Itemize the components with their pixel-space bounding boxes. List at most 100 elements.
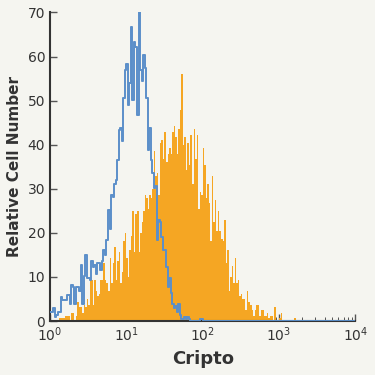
Bar [204,165,206,321]
Bar [116,280,117,321]
Bar [125,233,126,321]
Bar [151,198,152,321]
Bar [200,192,201,321]
Bar [94,280,96,321]
Bar [61,318,62,321]
Bar [207,184,209,321]
Bar [87,299,88,321]
Bar [218,211,219,321]
Bar [183,146,184,321]
Bar [166,162,168,321]
Bar [146,198,148,321]
Bar [238,280,239,321]
Bar [163,159,165,321]
Bar [242,299,244,321]
Bar [85,308,87,321]
Bar [194,129,195,321]
Bar [233,283,235,321]
Bar [108,291,109,321]
Bar [256,304,258,321]
Bar [114,247,116,321]
Bar [81,308,82,321]
Bar [196,135,198,321]
Bar [232,266,233,321]
Bar [184,137,186,321]
Bar [174,126,175,321]
Bar [128,277,129,321]
Bar [210,242,212,321]
Bar [119,252,120,321]
Bar [149,195,151,321]
Bar [188,143,189,321]
Bar [201,195,202,321]
Bar [192,184,194,321]
Bar [258,304,259,321]
Bar [213,222,215,321]
Bar [88,304,90,321]
Bar [105,280,106,321]
Bar [110,258,111,321]
Bar [157,173,158,321]
Bar [253,315,255,321]
Bar [261,310,262,321]
Bar [102,280,104,321]
Bar [255,310,256,321]
Bar [189,165,190,321]
Bar [73,313,74,321]
Bar [252,310,253,321]
Bar [104,263,105,321]
Bar [272,315,273,321]
Bar [62,318,64,321]
Bar [230,277,232,321]
Bar [274,308,276,321]
Bar [64,318,65,321]
Bar [106,283,108,321]
Bar [135,214,137,321]
Bar [202,148,204,321]
Bar [67,315,68,321]
Bar [154,151,155,321]
Bar [215,200,216,321]
Bar [224,219,226,321]
Bar [68,315,70,321]
Bar [78,302,79,321]
Bar [65,315,67,321]
Bar [216,231,218,321]
Bar [178,129,180,321]
Bar [96,291,98,321]
Bar [262,310,264,321]
Bar [59,318,61,321]
Bar [235,258,236,321]
Bar [206,198,207,321]
Bar [280,313,282,321]
Bar [222,242,224,321]
Bar [267,313,268,321]
Bar [71,313,73,321]
Bar [227,250,229,321]
Bar [175,137,177,321]
Bar [209,203,210,321]
Bar [236,283,238,321]
Bar [76,315,78,321]
Bar [168,154,169,321]
Bar [126,258,128,321]
Bar [98,296,99,321]
Bar [143,211,145,321]
Bar [177,154,178,321]
Bar [158,195,160,321]
Bar [120,283,122,321]
Bar [186,170,188,321]
Bar [79,308,81,321]
Bar [99,294,100,321]
Bar [219,231,221,321]
Bar [93,304,94,321]
Bar [244,299,245,321]
Bar [180,110,181,321]
Bar [245,310,247,321]
Bar [198,209,200,321]
Bar [137,211,138,321]
Bar [160,143,162,321]
Bar [239,296,241,321]
Bar [134,252,135,321]
Y-axis label: Relative Cell Number: Relative Cell Number [7,76,22,257]
